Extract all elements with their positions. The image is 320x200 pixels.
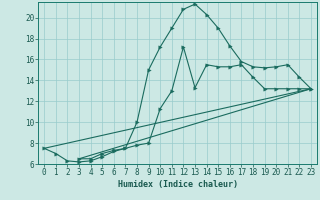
X-axis label: Humidex (Indice chaleur): Humidex (Indice chaleur) xyxy=(118,180,238,189)
